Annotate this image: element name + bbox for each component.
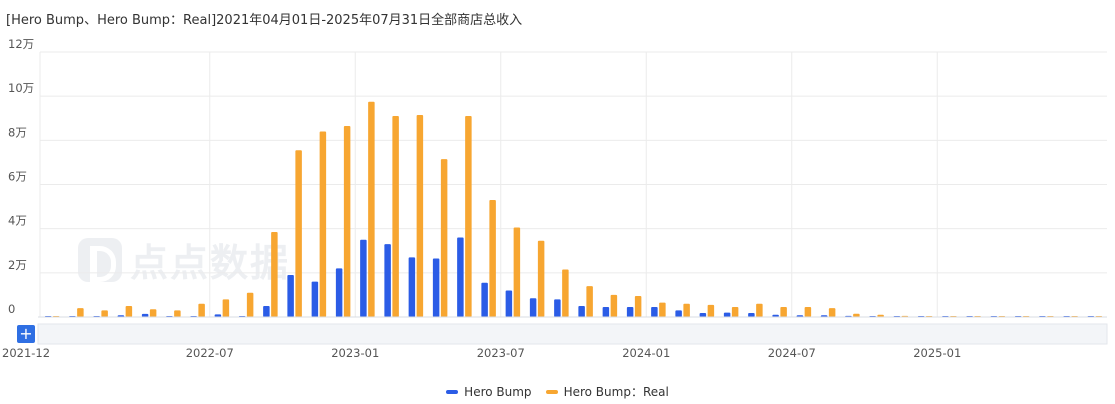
- bar-hero-bump-real: [513, 227, 521, 317]
- legend-item-hero-bump[interactable]: Hero Bump: [446, 383, 532, 400]
- x-axis-tick-labels: 2021-12 2022-07 2023-01 2023-07 2024-01 2024-…: [2, 346, 961, 360]
- bars: [44, 101, 1103, 318]
- bar-hero-bump-real: [804, 307, 812, 317]
- legend-label-hero-bump-real: Hero Bump：Real: [563, 385, 669, 399]
- bar-hero-bump: [432, 258, 440, 317]
- bar-hero-bump: [457, 237, 464, 317]
- watermark-logo-icon: [78, 237, 122, 282]
- bar-hero-bump: [748, 313, 755, 317]
- bar-hero-bump-real: [101, 310, 108, 318]
- y-tick-label: 6万: [8, 170, 27, 184]
- watermark-text: 点点数据: [130, 241, 291, 285]
- bar-hero-bump: [505, 290, 513, 317]
- bar-hero-bump: [529, 298, 537, 317]
- x-tick-label: 2021-12: [2, 346, 50, 360]
- bar-hero-bump-real: [77, 308, 84, 317]
- bar-hero-bump: [408, 257, 416, 318]
- bar-hero-bump-real: [659, 302, 666, 317]
- bar-hero-bump-real: [731, 307, 739, 317]
- bar-hero-bump-real: [683, 303, 690, 317]
- bar-hero-bump-real: [416, 114, 424, 317]
- bar-hero-bump-real: [877, 314, 884, 317]
- legend: Hero Bump Hero Bump：Real: [0, 383, 1115, 400]
- y-tick-label: 4万: [8, 214, 27, 228]
- y-gridlines: [40, 51, 1107, 318]
- bar-hero-bump: [384, 244, 391, 318]
- watermark: 点点数据: [78, 232, 290, 287]
- bar-hero-bump-real: [562, 269, 569, 317]
- bar-hero-bump-real: [489, 199, 496, 317]
- x-tick-label: 2024-07: [768, 346, 816, 360]
- x-tick-label: 2025-01: [913, 346, 961, 360]
- bar-hero-bump-real: [610, 294, 618, 317]
- bar-hero-bump-real: [392, 116, 399, 317]
- bar-hero-bump-real: [537, 240, 545, 317]
- y-tick-label: 8万: [8, 125, 27, 139]
- bar-hero-bump: [723, 312, 731, 317]
- bar-hero-bump: [554, 299, 561, 317]
- bar-hero-bump-real: [586, 286, 593, 317]
- x-gridlines: [39, 52, 938, 317]
- bar-hero-bump: [335, 268, 343, 317]
- bar-hero-bump-real: [853, 313, 860, 317]
- x-tick-label: 2024-01: [622, 346, 670, 360]
- zoom-slider[interactable]: [37, 316, 1108, 345]
- bar-hero-bump: [626, 307, 634, 317]
- zoom-slider-track[interactable]: [37, 323, 1108, 345]
- bar-hero-bump-real: [295, 150, 302, 317]
- y-tick-label: 0: [8, 302, 15, 316]
- bar-hero-bump: [675, 310, 682, 318]
- bar-hero-bump-real: [634, 296, 642, 317]
- bar-hero-bump: [772, 314, 779, 317]
- bar-hero-bump-real: [828, 308, 836, 317]
- bar-hero-bump: [287, 275, 294, 317]
- bar-hero-bump-real: [198, 303, 205, 317]
- bar-hero-bump-real: [319, 131, 327, 317]
- bar-hero-bump-real: [780, 307, 787, 317]
- bar-hero-bump: [141, 313, 149, 317]
- x-tick-label: 2023-07: [477, 346, 525, 360]
- chart-title: [Hero Bump、Hero Bump：Real]2021年04月01日-20…: [6, 13, 523, 28]
- zoom-in-button[interactable]: +: [17, 325, 35, 343]
- legend-swatch-hero-bump-real: [545, 389, 558, 394]
- bar-hero-bump-real: [246, 292, 254, 317]
- bar-hero-bump: [651, 307, 658, 317]
- x-tick-label: 2023-01: [331, 346, 379, 360]
- y-tick-label: 12万: [8, 37, 34, 51]
- bar-hero-bump-real: [707, 304, 715, 317]
- y-tick-label: 2万: [8, 258, 27, 272]
- bar-hero-bump-real: [440, 159, 448, 317]
- bar-hero-bump-real: [271, 231, 278, 317]
- bar-hero-bump-real: [465, 116, 472, 317]
- bar-hero-bump: [578, 305, 585, 317]
- bar-hero-bump-real: [343, 125, 351, 317]
- legend-swatch-hero-bump: [446, 389, 459, 394]
- bar-hero-bump-real: [222, 299, 230, 317]
- x-tick-label: 2022-07: [186, 346, 234, 360]
- bar-hero-bump: [311, 281, 319, 317]
- bar-hero-bump: [360, 239, 367, 317]
- bar-hero-bump-real: [149, 309, 157, 317]
- bar-hero-bump-real: [125, 305, 133, 317]
- bar-hero-bump: [602, 307, 610, 317]
- bar-hero-bump: [214, 314, 222, 317]
- bar-hero-bump-real: [174, 310, 181, 318]
- bar-hero-bump-real: [756, 303, 763, 317]
- bar-hero-bump-real: [368, 101, 375, 317]
- y-tick-label: 10万: [8, 81, 34, 95]
- bar-hero-bump: [263, 305, 270, 317]
- bar-hero-bump: [481, 282, 488, 317]
- legend-item-hero-bump-real[interactable]: Hero Bump：Real: [545, 383, 669, 400]
- y-axis-tick-labels: 0 2万 4万 6万 8万 10万 12万: [8, 37, 34, 316]
- bar-hero-bump: [699, 313, 707, 317]
- legend-label-hero-bump: Hero Bump: [464, 384, 532, 399]
